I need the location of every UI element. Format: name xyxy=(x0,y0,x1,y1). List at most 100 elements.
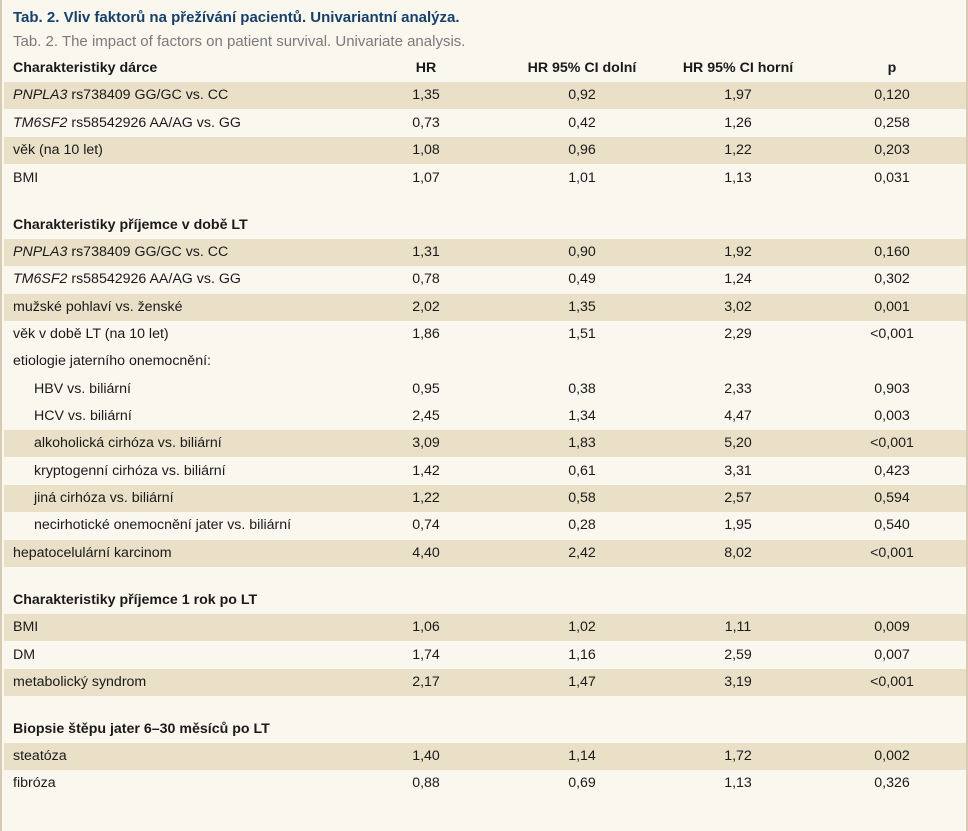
table-row: BMI 1,06 1,02 1,11 0,009 xyxy=(4,614,966,641)
cell-p: 0,326 xyxy=(874,775,910,791)
cell-p: <0,001 xyxy=(870,326,914,342)
table-row: etiologie jaterního onemocnění: xyxy=(4,348,966,375)
table-header: Charakteristiky dárce HR HR 95% CI dolní… xyxy=(4,55,966,82)
cell-p: 0,002 xyxy=(874,748,910,764)
table-row: HBV vs. biliární 0,95 0,38 2,33 0,903 xyxy=(4,376,966,403)
cell-ci-high: 1,22 xyxy=(724,142,752,158)
gene-name: TM6SF2 xyxy=(13,115,68,131)
table-row: věk v době LT (na 10 let) 1,86 1,51 2,29… xyxy=(4,321,966,348)
cell-p: 0,003 xyxy=(874,408,910,424)
cell-ci-high: 2,59 xyxy=(724,647,752,663)
gene-name: PNPLA3 xyxy=(13,87,68,103)
cell-hr: 0,88 xyxy=(412,775,440,791)
header-p: p xyxy=(887,60,897,76)
cell-ci-low: 1,83 xyxy=(568,435,596,451)
cell-ci-low: 1,47 xyxy=(568,674,596,690)
cell-ci-high: 1,72 xyxy=(724,748,752,764)
cell-p: 0,258 xyxy=(874,115,910,131)
table-row: hepatocelulární karcinom 4,40 2,42 8,02 … xyxy=(4,540,966,567)
row-label: DM xyxy=(13,647,36,663)
cell-hr: 1,35 xyxy=(412,87,440,103)
cell-ci-low: 1,35 xyxy=(568,299,596,315)
cell-hr: 1,08 xyxy=(412,142,440,158)
table-row: alkoholická cirhóza vs. biliární 3,09 1,… xyxy=(4,430,966,457)
row-label: mužské pohlaví vs. ženské xyxy=(13,299,183,315)
cell-hr: 0,73 xyxy=(412,115,440,131)
section-title: Biopsie štěpu jater 6–30 měsíců po LT xyxy=(13,721,270,737)
table-subtitle: Tab. 2. The impact of factors on patient… xyxy=(13,33,466,50)
section-title: Charakteristiky příjemce 1 rok po LT xyxy=(13,592,258,608)
table-row: DM 1,74 1,16 2,59 0,007 xyxy=(4,642,966,669)
cell-ci-high: 2,33 xyxy=(724,381,752,397)
row-label: hepatocelulární karcinom xyxy=(13,545,172,561)
section-heading: Biopsie štěpu jater 6–30 měsíců po LT xyxy=(4,716,966,743)
section-title: Charakteristiky příjemce v době LT xyxy=(13,217,248,233)
gene-name: TM6SF2 xyxy=(13,271,68,287)
cell-hr: 1,86 xyxy=(412,326,440,342)
cell-hr: 1,42 xyxy=(412,463,440,479)
cell-hr: 1,07 xyxy=(412,170,440,186)
table-row: HCV vs. biliární 2,45 1,34 4,47 0,003 xyxy=(4,403,966,430)
cell-hr: 0,78 xyxy=(412,271,440,287)
cell-hr: 1,22 xyxy=(412,490,440,506)
cell-p: 0,007 xyxy=(874,647,910,663)
cell-hr: 1,74 xyxy=(412,647,440,663)
cell-ci-low: 0,96 xyxy=(568,142,596,158)
cell-ci-high: 2,29 xyxy=(724,326,752,342)
table-row: PNPLA3 rs738409 GG/GC vs. CC 1,35 0,92 1… xyxy=(4,82,966,109)
cell-p: 0,594 xyxy=(874,490,910,506)
cell-ci-low: 1,16 xyxy=(568,647,596,663)
cell-ci-low: 0,58 xyxy=(568,490,596,506)
cell-hr: 2,45 xyxy=(412,408,440,424)
row-label: rs58542926 AA/AG vs. GG xyxy=(67,271,241,287)
cell-ci-high: 1,11 xyxy=(724,619,752,635)
cell-ci-low: 1,01 xyxy=(568,170,596,186)
cell-p: <0,001 xyxy=(870,435,914,451)
row-label: HCV vs. biliární xyxy=(34,408,132,424)
gene-name: PNPLA3 xyxy=(13,244,68,260)
row-label: věk v době LT (na 10 let) xyxy=(13,326,169,342)
cell-ci-low: 2,42 xyxy=(568,545,596,561)
row-label: HBV vs. biliární xyxy=(34,381,131,397)
cell-hr: 2,17 xyxy=(412,674,440,690)
cell-ci-low: 0,92 xyxy=(568,87,596,103)
cell-ci-low: 1,14 xyxy=(568,748,596,764)
cell-p: 0,009 xyxy=(874,619,910,635)
cell-p: 0,903 xyxy=(874,381,910,397)
cell-ci-high: 1,92 xyxy=(724,244,752,260)
row-label: fibróza xyxy=(13,775,56,791)
row-label: věk (na 10 let) xyxy=(13,142,103,158)
table-row: věk (na 10 let) 1,08 0,96 1,22 0,203 xyxy=(4,137,966,164)
cell-ci-high: 3,02 xyxy=(724,299,752,315)
table-row: fibróza 0,88 0,69 1,13 0,326 xyxy=(4,770,966,797)
cell-ci-high: 1,95 xyxy=(724,517,752,533)
cell-ci-low: 0,61 xyxy=(568,463,596,479)
cell-hr: 0,95 xyxy=(412,381,440,397)
cell-ci-low: 1,02 xyxy=(568,619,596,635)
cell-ci-low: 0,49 xyxy=(568,271,596,287)
cell-ci-high: 5,20 xyxy=(724,435,752,451)
cell-ci-high: 1,97 xyxy=(724,87,752,103)
cell-ci-high: 3,31 xyxy=(724,463,752,479)
row-label: kryptogenní cirhóza vs. biliární xyxy=(34,463,226,479)
cell-p: 0,540 xyxy=(874,517,910,533)
table-row: TM6SF2 rs58542926 AA/AG vs. GG 0,73 0,42… xyxy=(4,110,966,137)
cell-ci-low: 1,34 xyxy=(568,408,596,424)
row-label: metabolický syndrom xyxy=(13,674,147,690)
cell-hr: 0,74 xyxy=(412,517,440,533)
cell-ci-low: 0,90 xyxy=(568,244,596,260)
row-label: etiologie jaterního onemocnění: xyxy=(13,353,211,369)
row-label: BMI xyxy=(13,619,39,635)
cell-p: 0,160 xyxy=(874,244,910,260)
table-row: steatóza 1,40 1,14 1,72 0,002 xyxy=(4,743,966,770)
cell-ci-high: 4,47 xyxy=(724,408,752,424)
cell-p: 0,031 xyxy=(874,170,910,186)
cell-hr: 4,40 xyxy=(412,545,440,561)
cell-p: 0,302 xyxy=(874,271,910,287)
cell-ci-low: 0,38 xyxy=(568,381,596,397)
header-label: Charakteristiky dárce xyxy=(13,60,158,76)
cell-p: 0,423 xyxy=(874,463,910,479)
row-label: rs738409 GG/GC vs. CC xyxy=(67,87,229,103)
row-label: necirhotické onemocnění jater vs. biliár… xyxy=(34,517,292,533)
